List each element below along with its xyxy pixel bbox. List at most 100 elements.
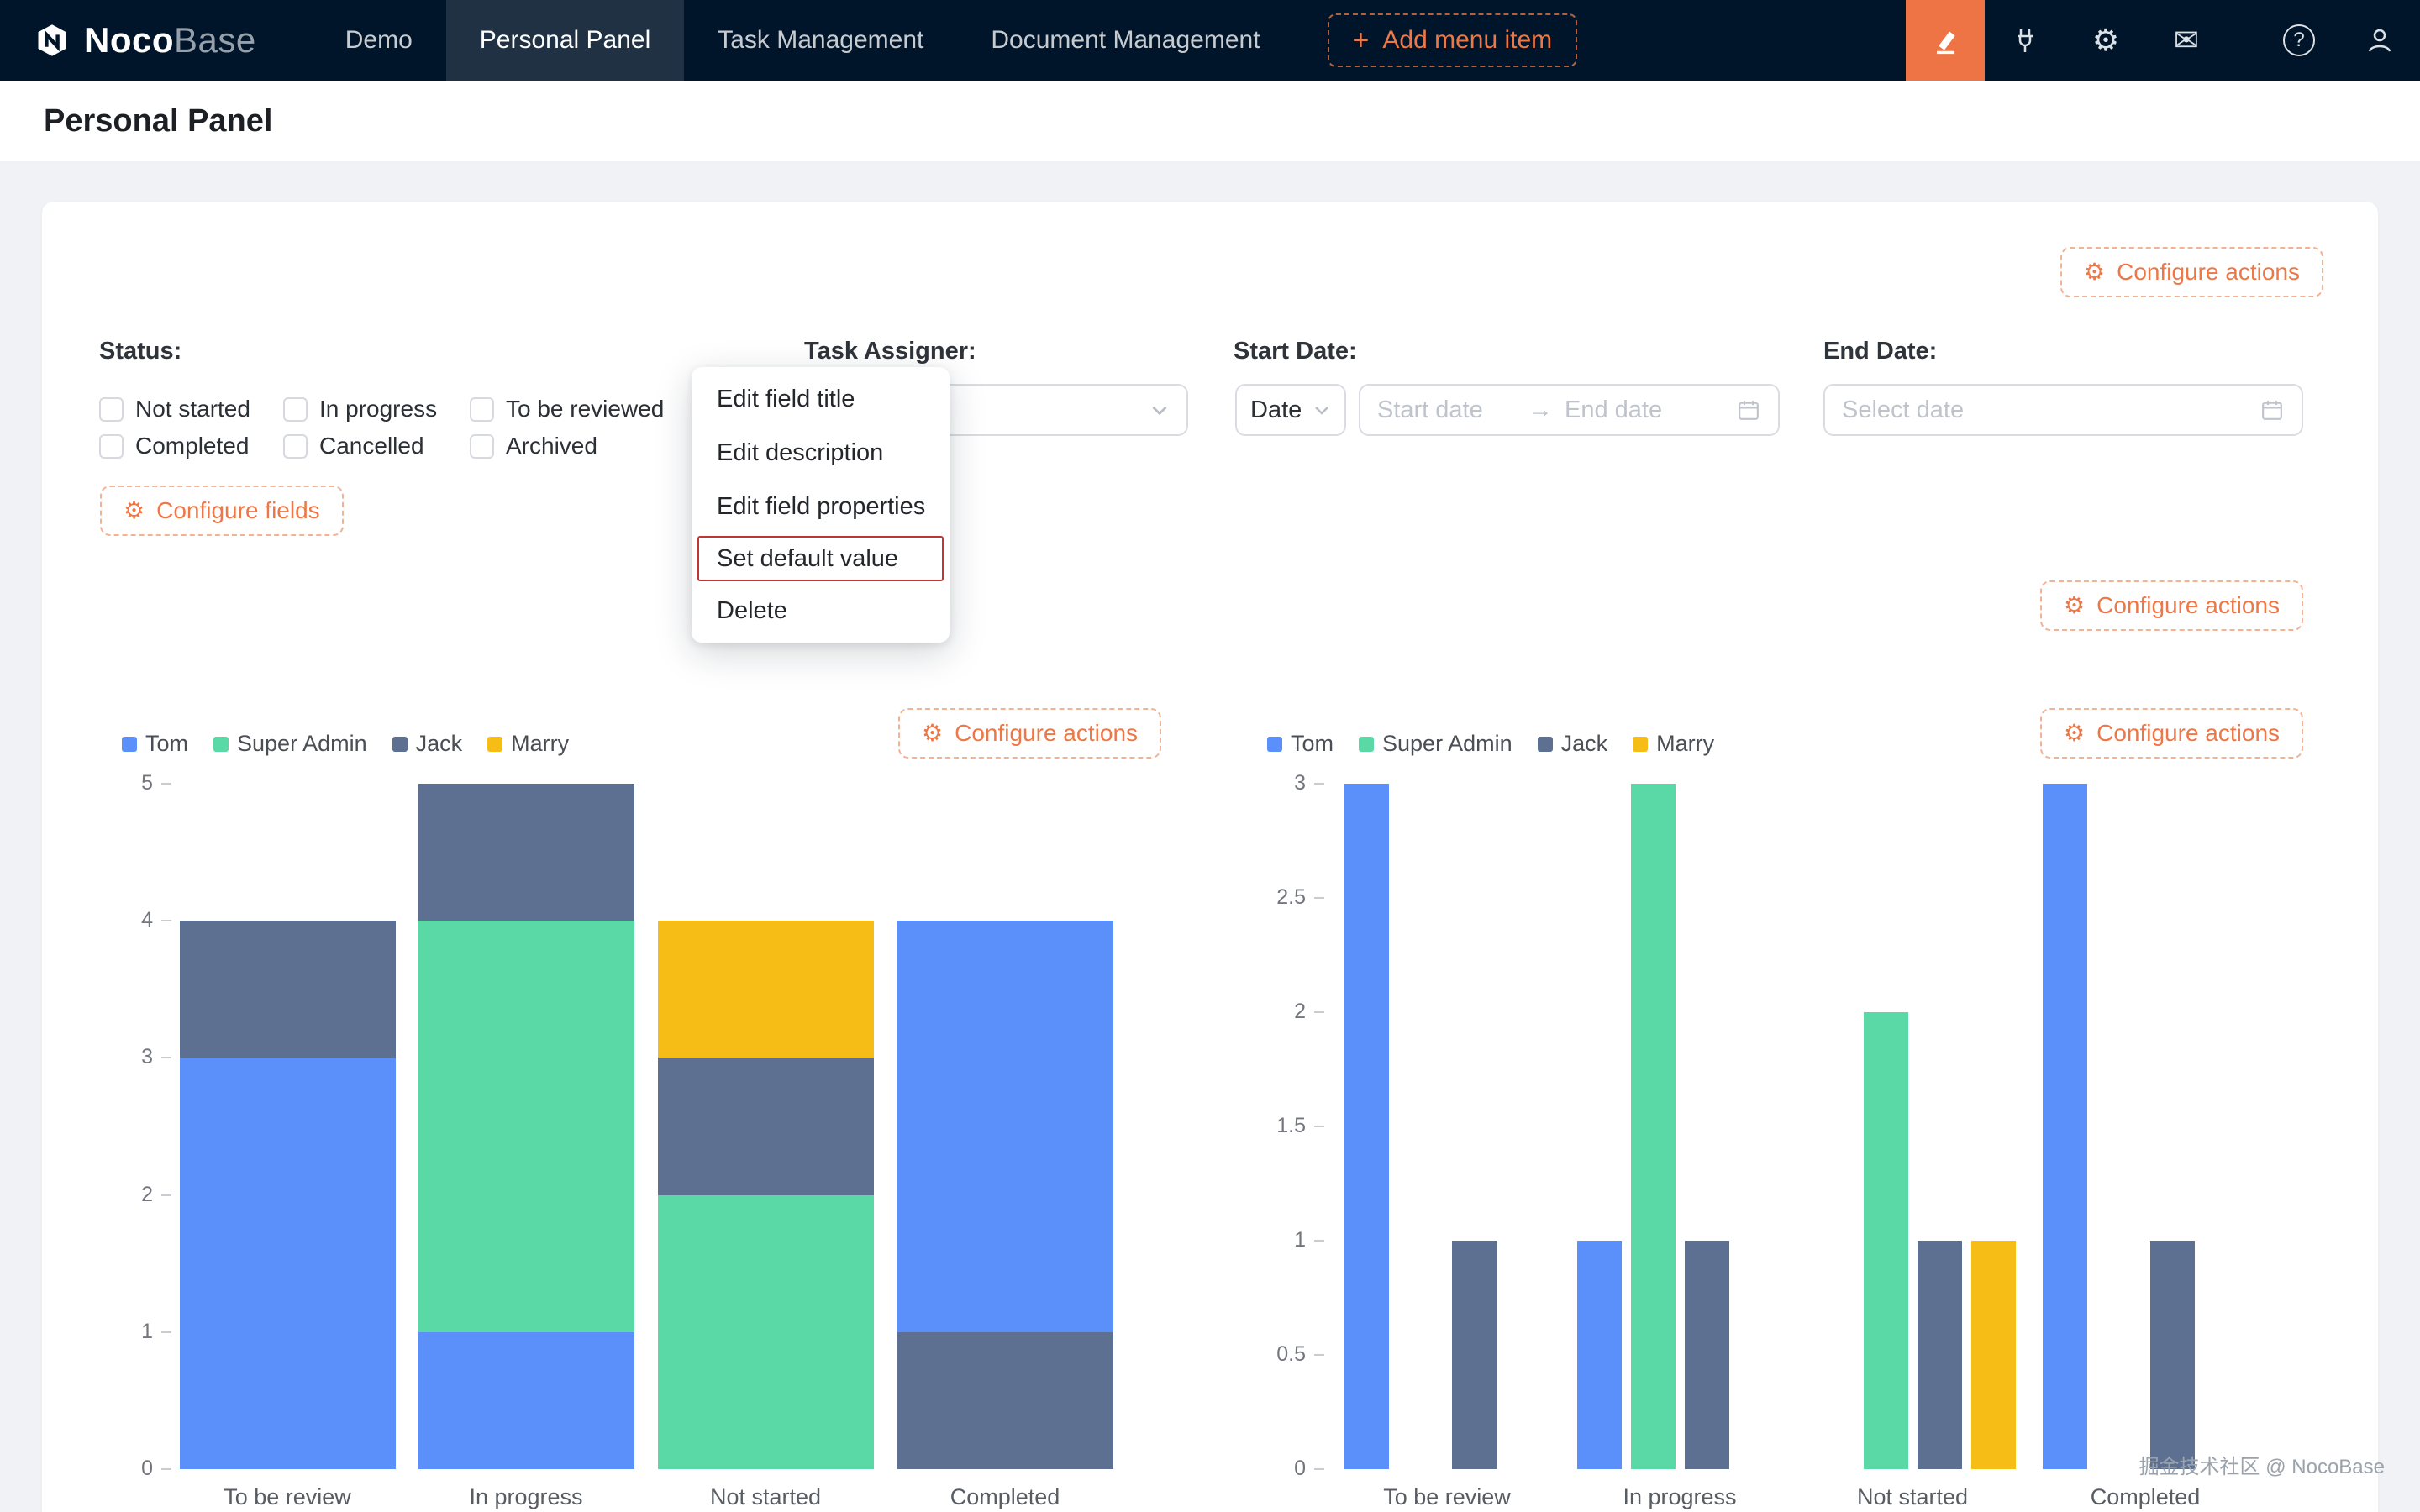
legend-label: Tom — [1291, 731, 1334, 756]
start-date-input[interactable] — [1377, 396, 1516, 424]
bar-segment-jack — [657, 1058, 874, 1195]
y-axis-tick-label: 0.5 — [1276, 1342, 1306, 1366]
user-icon[interactable] — [2339, 0, 2420, 81]
question-mark: ? — [2283, 24, 2315, 56]
configure-actions-label: Configure actions — [955, 720, 1139, 746]
help-icon[interactable]: ? — [2259, 0, 2339, 81]
bar-marry — [1971, 1241, 2016, 1469]
x-axis-category-label: To be review — [224, 1484, 351, 1509]
mail-icon[interactable]: ✉ — [2173, 23, 2200, 57]
bar-segment-tom — [418, 1331, 634, 1469]
grouped-bar-chart: Tom Super Admin Jack Marry ⚙ Configure acti… — [1218, 706, 2378, 1512]
status-checkbox-row: Completed Cancelled Archived — [99, 433, 664, 459]
checkbox-box — [283, 396, 308, 422]
context-menu-item-set-default-value[interactable]: Set default value — [697, 536, 944, 581]
legend-swatch — [487, 736, 503, 752]
checkbox-label: In progress — [319, 396, 438, 422]
designer-toggle-button[interactable] — [1906, 0, 1985, 81]
legend-swatch — [213, 736, 229, 752]
configure-actions-button-right-chart[interactable]: ⚙ Configure actions — [2040, 708, 2304, 759]
date-mode-select[interactable]: Date — [1235, 384, 1346, 436]
end-date-picker[interactable] — [1823, 384, 2303, 436]
configure-actions-label: Configure actions — [2096, 592, 2280, 618]
legend-item-tom[interactable]: Tom — [1267, 731, 1334, 757]
legend-item-super-admin[interactable]: Super Admin — [1359, 731, 1512, 757]
checkbox-box — [283, 433, 308, 459]
checkbox-label: Not started — [135, 396, 250, 422]
bar-jack — [1918, 1241, 1962, 1469]
gear-icon: ⚙ — [124, 497, 145, 523]
range-arrow-icon: → — [1528, 396, 1553, 423]
plugin-icon[interactable] — [1985, 0, 2065, 81]
chart-plot: 0 0.5 1 1.5 2 2.5 3 To be review In progress Not … — [1218, 706, 2378, 1512]
status-checkbox-row: Not started In progress To be reviewed — [99, 396, 664, 422]
checkbox-box — [470, 396, 494, 422]
checkbox-box — [99, 433, 124, 459]
configure-fields-button[interactable]: ⚙ Configure fields — [100, 486, 344, 536]
bar-tom — [1344, 784, 1389, 1469]
end-date-select-input[interactable] — [1842, 396, 2260, 424]
checkbox-in-progress[interactable]: In progress — [283, 396, 470, 422]
bar-segment-tom — [897, 921, 1113, 1332]
bar-segment-super-admin — [418, 921, 634, 1332]
context-menu-item-edit-field-properties[interactable]: Edit field properties — [717, 493, 926, 520]
end-date-input[interactable] — [1565, 396, 1691, 424]
y-axis-tick — [1314, 1126, 1324, 1127]
nav-item-document-management[interactable]: Document Management — [991, 26, 1260, 54]
plus-icon: + — [1352, 24, 1370, 56]
checkbox-label: Completed — [135, 433, 250, 459]
y-axis-tick — [161, 1057, 171, 1059]
logo-text-light: Base — [174, 20, 256, 60]
legend-swatch — [1359, 736, 1375, 752]
nocobase-logo-icon — [34, 22, 71, 59]
y-axis-tick — [1314, 1011, 1324, 1013]
nav-item-demo[interactable]: Demo — [345, 26, 413, 54]
stacked-bar-chart: Tom Super Admin Jack Marry ⚙ Configure acti… — [42, 706, 1218, 1512]
legend-item-jack[interactable]: Jack — [1537, 731, 1607, 757]
legend-swatch — [1633, 736, 1649, 752]
context-menu-item-edit-field-title[interactable]: Edit field title — [717, 386, 855, 412]
status-checkbox-group: Not started In progress To be reviewed Comp… — [99, 396, 664, 470]
context-menu-item-edit-description[interactable]: Edit description — [717, 439, 884, 466]
calendar-icon — [1736, 397, 1761, 423]
settings-gear-icon[interactable]: ⚙ — [2091, 23, 2120, 57]
chart-plot: 0 1 2 3 4 5 To be review In progress Not started… — [42, 706, 1218, 1512]
page-header: Personal Panel — [0, 81, 2420, 163]
checkbox-completed[interactable]: Completed — [99, 433, 283, 459]
end-date-field-label: End Date: — [1823, 338, 1938, 365]
bar-jack — [1685, 1241, 1729, 1469]
configure-actions-button-form[interactable]: ⚙ Configure actions — [2039, 580, 2303, 631]
configure-actions-button-left-chart[interactable]: ⚙ Configure actions — [898, 708, 1162, 759]
bar-jack — [2150, 1241, 2195, 1469]
legend-item-super-admin[interactable]: Super Admin — [213, 731, 367, 757]
y-axis-tick-label: 1 — [141, 1319, 153, 1343]
legend-item-tom[interactable]: Tom — [122, 731, 188, 757]
x-axis-category-label: Not started — [709, 1484, 822, 1509]
checkbox-not-started[interactable]: Not started — [99, 396, 283, 422]
gear-icon: ⚙ — [2083, 259, 2106, 285]
nocobase-logo[interactable]: NocoBase — [0, 20, 287, 60]
bar-tom — [1577, 1241, 1622, 1469]
nav-item-personal-panel[interactable]: Personal Panel — [445, 0, 685, 81]
configure-actions-label: Configure actions — [2096, 720, 2281, 746]
add-menu-item-button[interactable]: + Add menu item — [1327, 13, 1578, 67]
legend-item-jack[interactable]: Jack — [392, 731, 462, 757]
checkbox-label: Archived — [506, 433, 597, 459]
start-date-range-picker[interactable]: → — [1359, 384, 1780, 436]
legend-item-marry[interactable]: Marry — [487, 731, 569, 757]
checkbox-archived[interactable]: Archived — [470, 433, 597, 459]
configure-fields-label: Configure fields — [156, 497, 320, 523]
checkbox-to-be-reviewed[interactable]: To be reviewed — [470, 396, 664, 422]
y-axis-tick-label: 2 — [1294, 1000, 1306, 1023]
nav-item-task-management[interactable]: Task Management — [718, 26, 924, 54]
checkbox-cancelled[interactable]: Cancelled — [283, 433, 470, 459]
legend-item-marry[interactable]: Marry — [1633, 731, 1714, 757]
configure-actions-button-top[interactable]: ⚙ Configure actions — [2060, 247, 2323, 297]
checkbox-label: Cancelled — [319, 433, 424, 459]
y-axis-tick — [1314, 783, 1324, 785]
legend-swatch — [122, 736, 137, 752]
y-axis-tick-label: 5 — [141, 771, 153, 795]
x-axis-category-label: To be review — [1383, 1484, 1511, 1509]
highlighter-pen-icon — [1928, 24, 1962, 57]
context-menu-item-delete[interactable]: Delete — [717, 597, 787, 624]
